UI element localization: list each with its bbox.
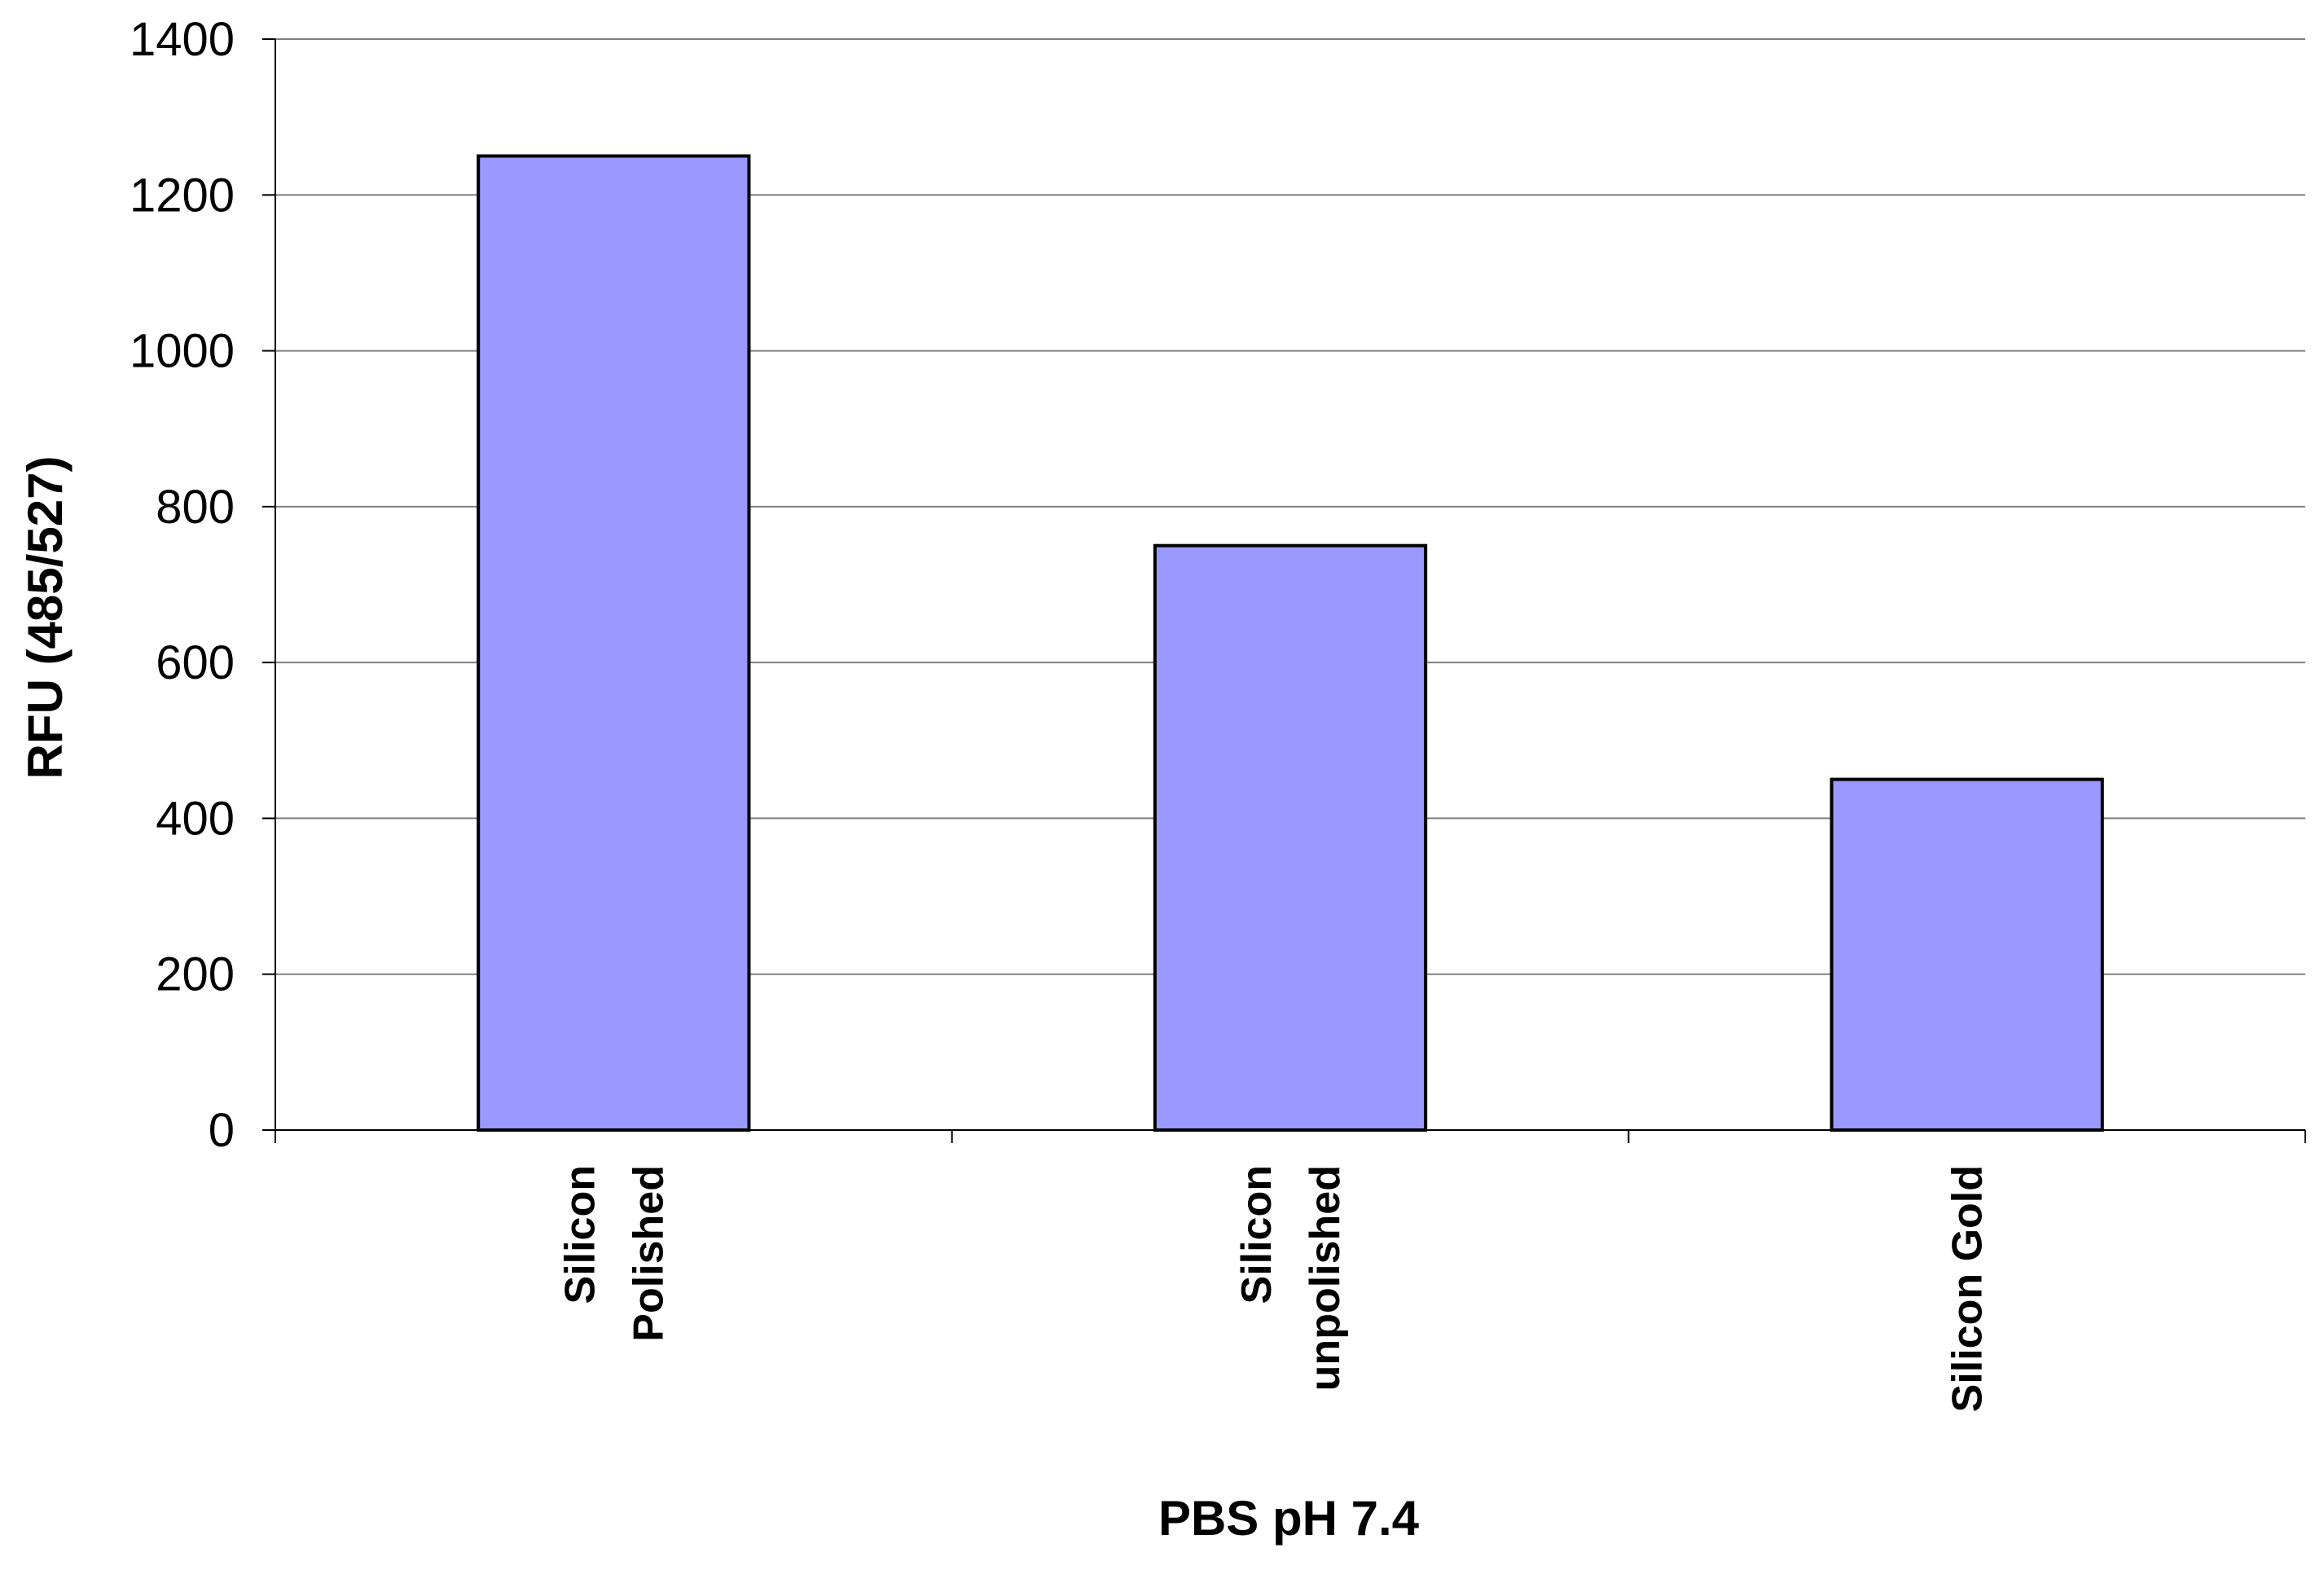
y-tick-label: 1400 <box>130 13 235 66</box>
axes <box>262 38 2306 1143</box>
y-tick-label: 600 <box>156 636 235 689</box>
x-category-label: Silicon Polished <box>556 1165 672 1342</box>
x-category-labels: Silicon Polished Silicon unpolished Silicon … <box>556 1165 1991 1412</box>
y-tick-label: 800 <box>156 481 235 534</box>
x-category-label: Silicon unpolished <box>1233 1165 1349 1391</box>
y-tick-label: 1200 <box>130 169 235 222</box>
y-tick-label: 200 <box>156 948 235 1001</box>
bars <box>477 154 2104 1132</box>
bar <box>477 154 751 1132</box>
y-tick-label: 400 <box>156 792 235 845</box>
x-category-label-line: Silicon <box>1233 1165 1281 1304</box>
y-axis-title: RFU (485/527) <box>18 456 72 780</box>
bar <box>1153 543 1428 1132</box>
y-tick-label: 0 <box>209 1104 235 1157</box>
y-tick-label: 1000 <box>130 325 235 378</box>
x-category-label-line: Silicon <box>556 1165 604 1304</box>
x-category-label-line: Silicon Gold <box>1944 1165 1992 1412</box>
y-tick-labels: 0 200 400 600 800 1000 1200 1400 <box>130 13 235 1157</box>
bar <box>1830 777 2104 1132</box>
x-category-label: Silicon Gold <box>1944 1165 1992 1412</box>
x-category-label-line: unpolished <box>1302 1165 1349 1391</box>
x-axis-title: PBS pH 7.4 <box>1158 1491 1420 1546</box>
x-category-label-line: Polished <box>625 1165 672 1342</box>
